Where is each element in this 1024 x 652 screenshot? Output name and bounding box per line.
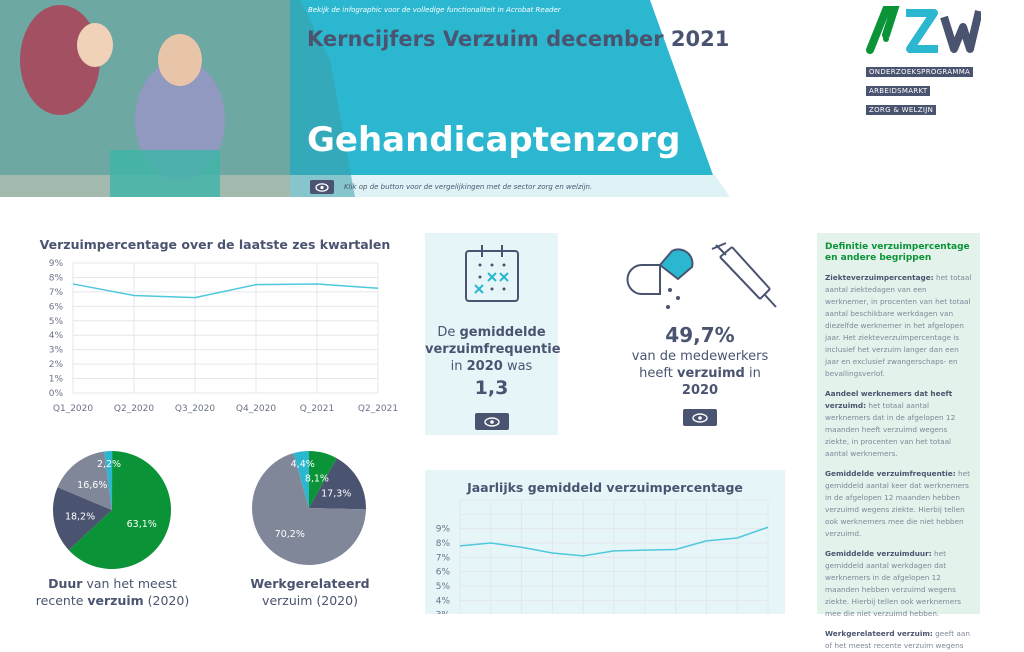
calendar-icon [462, 243, 522, 303]
definition-text: het gemiddeld aantal werkdagen dat werkn… [825, 549, 961, 618]
pie0-l2post: (2020) [144, 593, 190, 608]
share-line1: van de medewerkers [610, 348, 790, 365]
x-tick-label: Q4_2020 [236, 404, 276, 414]
y-tick-label: 6% [49, 302, 64, 312]
freq-mid2: was [503, 359, 533, 374]
freq-pre: De [437, 325, 459, 340]
page-title: Kerncijfers Verzuim december 2021 [307, 27, 729, 51]
compare-bar: Klik op de button voor de vergelijkingen… [310, 180, 592, 194]
quarterly-chart-title: Verzuimpercentage over de laatste zes kw… [30, 237, 400, 252]
definition-item: Aandeel werknemers dat heeft verzuimd: h… [825, 388, 972, 460]
x-tick-label: Q_2021 [300, 404, 335, 414]
y-tick-label: 5% [436, 582, 451, 592]
pie1-title-bold: Werkgerelateerd [250, 576, 369, 591]
definitions-panel: Definitie verzuimpercentage en andere be… [817, 233, 980, 614]
pie-label: 70,2% [275, 529, 305, 540]
eye-icon [484, 417, 500, 427]
x-tick-label: Q2_2021 [358, 404, 398, 414]
definition-term: Werkgerelateerd verzuim: [825, 629, 933, 638]
y-tick-label: 9% [436, 525, 451, 535]
sector-title: Gehandicaptenzorg [307, 120, 681, 160]
share-value: 49,7% [610, 322, 790, 348]
definition-item: Werkgerelateerd verzuim: geeft aan of he… [825, 628, 972, 652]
pie-label: 4,4% [291, 459, 315, 470]
x-tick-label: Q3_2020 [175, 404, 215, 414]
absence-share-card: 49,7% van de medewerkers heeft verzuimd … [610, 233, 790, 435]
share-year: 2020 [682, 383, 718, 398]
x-tick-label: Q2_2020 [114, 404, 154, 414]
definition-term: Gemiddelde verzuimduur: [825, 549, 932, 558]
eye-icon [315, 183, 329, 192]
y-tick-label: 5% [49, 317, 64, 327]
pie1-line2: verzuim (2020) [225, 592, 395, 609]
pie0-l2bold: verzuim [87, 593, 143, 608]
compare-button[interactable] [310, 180, 334, 194]
azw-logo: ONDERZOEKSPROGRAMMA ARBEIDSMARKT ZORG & … [866, 5, 981, 116]
workrelated-pie-chart: 8,1% 17,3% 70,2% 4,4% [252, 451, 366, 565]
share-post: in [745, 366, 761, 381]
pie-label: 17,3% [321, 488, 351, 499]
y-tick-label: 4% [49, 331, 64, 341]
series-line [73, 284, 378, 298]
y-tick-label: 0% [49, 389, 64, 399]
compare-text: Klik op de button voor de vergelijkingen… [344, 183, 592, 191]
workrelated-pie-caption: Werkgerelateerd verzuim (2020) [225, 575, 395, 609]
y-tick-label: 9% [49, 259, 64, 269]
frequency-card: De gemiddelde verzuimfrequentie in 2020 … [425, 233, 558, 435]
definition-item: Gemiddelde verzuimduur: het gemiddeld aa… [825, 548, 972, 620]
pie0-title-rest: van het meest [82, 576, 176, 591]
pie-label: 18,2% [65, 512, 95, 523]
header-photo [0, 0, 355, 197]
duration-pie-caption: Duur van het meest recente verzuim (2020… [20, 575, 205, 609]
definition-item: Ziekteverzuimpercentage: het totaal aant… [825, 272, 972, 380]
freq-bold1: gemiddelde [460, 325, 546, 340]
share-bold: verzuimd [677, 366, 745, 381]
pie0-l2pre: recente [36, 593, 88, 608]
azw-logo-mark [866, 5, 981, 55]
freq-compare-button[interactable] [475, 413, 509, 430]
acrobat-note: Bekijk de infographic voor de volledige … [308, 6, 561, 14]
share-pre: heeft [639, 366, 677, 381]
duration-pie-chart: 63,1% 18,2% 16,6% 2,2% [53, 451, 171, 569]
x-tick-label: Q1_2020 [53, 404, 93, 414]
pie0-title-bold: Duur [48, 576, 82, 591]
y-tick-label: 3% [49, 346, 64, 356]
y-tick-label: 1% [49, 375, 64, 385]
annual-line-chart: 2%3%4%5%6%7%8%9% [425, 490, 785, 614]
pie-label: 2,2% [97, 459, 121, 470]
definition-item: Gemiddelde verzuimfrequentie: het gemidd… [825, 468, 972, 540]
y-tick-label: 4% [436, 596, 451, 606]
definition-term: Gemiddelde verzuimfrequentie: [825, 469, 956, 478]
logo-line-3: ZORG & WELZIJN [866, 105, 936, 115]
freq-year: 2020 [467, 359, 503, 374]
definition-text: het totaal aantal ziektedagen van een we… [825, 273, 971, 378]
definition-text: het gemiddeld aantal keer dat werknemers… [825, 469, 970, 538]
definitions-title: Definitie verzuimpercentage en andere be… [825, 242, 972, 264]
pie-label: 16,6% [77, 480, 107, 491]
y-tick-label: 7% [436, 553, 451, 563]
logo-line-1: ONDERZOEKSPROGRAMMA [866, 67, 973, 77]
y-tick-label: 8% [49, 273, 64, 283]
quarterly-line-chart: 0% 1% 2% 3% 4% 5% 6% 7% 8% 9% Q1_2020 Q2_2020 Q3_202… [0, 255, 400, 420]
freq-value: 1,3 [425, 375, 558, 401]
freq-mid1: in [451, 359, 467, 374]
pie-label: 63,1% [127, 519, 157, 530]
freq-bold2: verzuimfrequentie [425, 342, 561, 357]
y-tick-label: 2% [49, 360, 64, 370]
definition-term: Ziekteverzuimpercentage: [825, 273, 934, 282]
logo-line-2: ARBEIDSMARKT [866, 86, 930, 96]
pill-syringe-icon [620, 237, 780, 313]
y-tick-label: 8% [436, 539, 451, 549]
y-tick-label: 6% [436, 568, 451, 578]
pie-label: 8,1% [305, 474, 329, 485]
share-compare-button[interactable] [683, 409, 717, 426]
y-tick-label: 7% [49, 288, 64, 298]
eye-icon [692, 413, 708, 423]
